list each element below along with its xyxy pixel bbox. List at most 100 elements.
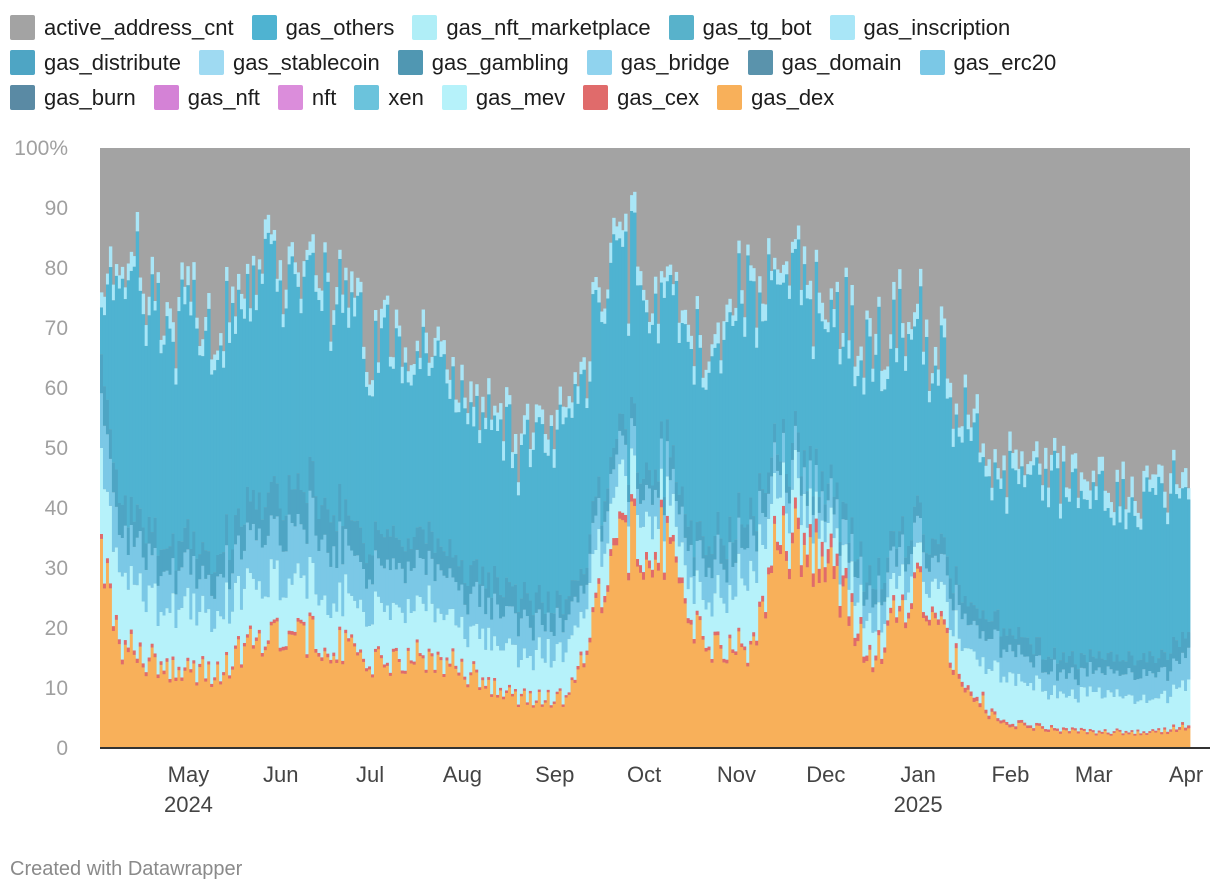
series-gas_mev <box>665 476 670 516</box>
series-gas_distribute <box>639 483 643 504</box>
series-gas_mev <box>793 449 798 498</box>
series-gas_distribute <box>612 447 616 470</box>
series-gas_cex <box>1070 727 1075 730</box>
series-gas_others <box>448 398 452 540</box>
series-gas_others <box>376 372 381 531</box>
series-gas_mev <box>642 526 646 573</box>
series-gas_inscription <box>513 434 518 454</box>
series-gas_mev <box>347 593 351 639</box>
series-gas_dex <box>216 664 220 748</box>
series-gas_others <box>710 356 714 555</box>
series-gas_inscription <box>746 244 750 256</box>
series-gas_cex <box>624 514 628 523</box>
series-gas_inscription <box>752 268 756 282</box>
series-gas_distribute <box>907 545 911 565</box>
series-gas_erc20 <box>263 544 268 597</box>
series-gas_erc20 <box>585 584 589 610</box>
series-gas_others <box>951 446 956 594</box>
series-gas_distribute <box>874 589 878 605</box>
series-gas_cex <box>186 657 190 662</box>
series-gas_others <box>216 359 220 555</box>
series-gas_cex <box>510 693 515 697</box>
series-gas_cex <box>1038 723 1042 726</box>
series-gas_mev <box>930 581 935 607</box>
series-gas_erc20 <box>913 522 917 547</box>
series-gas_others <box>132 266 137 522</box>
series-gas_erc20 <box>630 418 634 449</box>
series-gas_cex <box>1160 732 1164 735</box>
series-gas_inscription <box>796 225 801 240</box>
series-gas_inscription <box>960 426 965 443</box>
y-tick-label: 40 <box>45 497 68 520</box>
series-gas_others <box>743 336 747 528</box>
legend-label: nft <box>311 84 337 110</box>
series-gas_dex <box>927 625 932 748</box>
series-gas_dex <box>662 579 667 748</box>
series-gas_dex <box>853 646 857 748</box>
series-gas_inscription <box>930 373 935 384</box>
series-gas_distribute <box>1178 646 1182 664</box>
series-gas_distribute <box>391 525 396 559</box>
series-gas_dex <box>1047 731 1051 748</box>
series-gas_erc20 <box>1064 678 1069 698</box>
series-gas_dex <box>942 624 947 748</box>
series-gas_inscription <box>350 271 354 293</box>
series-gas_cex <box>379 655 384 659</box>
series-gas_mev <box>1109 692 1113 734</box>
series-gas_dex <box>904 628 908 748</box>
series-gas_mev <box>260 598 265 653</box>
series-gas_cex <box>421 655 426 659</box>
series-gas_others <box>853 386 857 562</box>
series-gas_distribute <box>862 591 866 606</box>
series-gas_inscription <box>222 351 226 368</box>
series-gas_inscription <box>823 319 828 330</box>
legend-item-active_address_cnt: active_address_cnt <box>10 15 234 41</box>
series-gas_inscription <box>1044 447 1048 469</box>
series-gas_erc20 <box>129 524 134 567</box>
series-gas_others <box>933 365 938 540</box>
series-gas_distribute <box>388 536 393 571</box>
series-gas_others <box>251 265 256 490</box>
series-gas_erc20 <box>487 597 491 628</box>
series-gas_others <box>996 479 1000 610</box>
series-gas_dex <box>540 706 545 748</box>
y-tick-label: 80 <box>45 257 68 280</box>
series-gas_cex <box>457 672 461 676</box>
series-gas_mev <box>406 599 411 648</box>
series-gas_inscription <box>1145 465 1149 478</box>
series-gas_erc20 <box>1103 674 1108 698</box>
series-gas_dex <box>636 566 640 748</box>
series-gas_cex <box>582 663 586 668</box>
series-gas_others <box>722 339 726 546</box>
series-gas_mev <box>725 612 729 660</box>
series-gas_cex <box>236 636 241 640</box>
series-gas_dex <box>400 673 405 748</box>
series-gas_mev <box>365 626 369 669</box>
series-gas_inscription <box>859 346 863 361</box>
series-gas_inscription <box>1026 464 1030 475</box>
series-gas_distribute <box>695 522 700 541</box>
series-gas_erc20 <box>823 521 828 543</box>
series-gas_inscription <box>886 366 890 379</box>
series-gas_inscription <box>1175 484 1179 495</box>
series-gas_erc20 <box>302 529 306 576</box>
series-gas_mev <box>743 585 747 647</box>
series-gas_others <box>737 253 741 493</box>
series-gas_dex <box>365 671 369 748</box>
series-gas_inscription <box>382 299 387 318</box>
series-gas_inscription <box>323 242 327 253</box>
series-gas_distribute <box>811 496 816 516</box>
series-gas_inscription <box>1079 472 1084 491</box>
series-gas_inscription <box>981 443 985 458</box>
series-gas_mev <box>147 585 152 658</box>
series-gas_inscription <box>525 403 530 420</box>
series-gas_erc20 <box>1029 662 1033 683</box>
series-gas_cex <box>1073 728 1078 731</box>
series-gas_distribute <box>1008 628 1012 645</box>
series-gas_distribute <box>234 515 238 545</box>
series-gas_inscription <box>1091 470 1096 483</box>
series-gas_others <box>963 387 968 596</box>
series-gas_distribute <box>865 582 869 600</box>
series-gas_others <box>177 311 181 542</box>
series-gas_others <box>671 295 676 446</box>
